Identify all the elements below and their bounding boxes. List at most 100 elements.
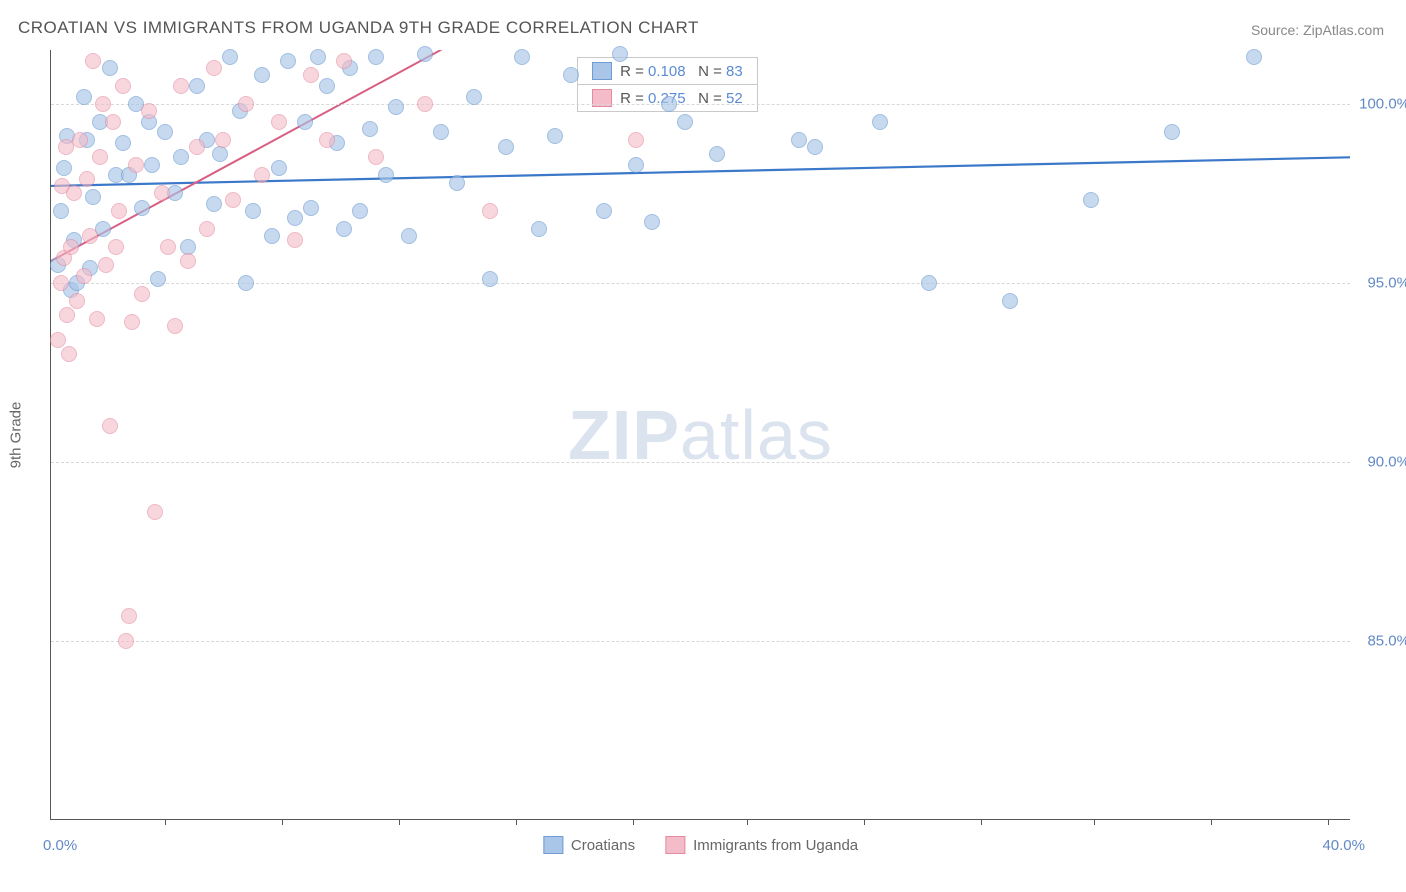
data-point (225, 192, 241, 208)
data-point (612, 46, 628, 62)
data-point (189, 78, 205, 94)
legend-row: R = 0.108 N = 83 (578, 58, 757, 85)
data-point (303, 200, 319, 216)
data-point (297, 114, 313, 130)
data-point (98, 257, 114, 273)
data-point (264, 228, 280, 244)
x-axis-max-label: 40.0% (1322, 837, 1365, 854)
data-point (215, 132, 231, 148)
data-point (1002, 293, 1018, 309)
x-tick (399, 819, 400, 825)
data-point (319, 78, 335, 94)
data-point (89, 311, 105, 327)
source-value: ZipAtlas.com (1303, 22, 1384, 38)
data-point (254, 167, 270, 183)
source-attribution: Source: ZipAtlas.com (1251, 22, 1384, 38)
data-point (378, 167, 394, 183)
data-point (53, 203, 69, 219)
x-tick (165, 819, 166, 825)
data-point (531, 221, 547, 237)
data-point (85, 189, 101, 205)
data-point (498, 139, 514, 155)
y-tick-label: 85.0% (1355, 632, 1406, 649)
x-axis-min-label: 0.0% (43, 837, 77, 854)
data-point (66, 185, 82, 201)
data-point (872, 114, 888, 130)
legend-swatch-uganda (665, 836, 685, 854)
plot-area: 9th Grade ZIPatlas R = 0.108 N = 83R = 0… (50, 50, 1350, 820)
data-point (336, 221, 352, 237)
gridline-h (51, 462, 1350, 463)
data-point (147, 504, 163, 520)
data-point (111, 203, 127, 219)
data-point (167, 318, 183, 334)
trend-lines-layer (51, 50, 1350, 819)
data-point (310, 49, 326, 65)
data-point (921, 275, 937, 291)
data-point (50, 332, 66, 348)
data-point (596, 203, 612, 219)
x-tick (747, 819, 748, 825)
data-point (287, 210, 303, 226)
data-point (128, 157, 144, 173)
data-point (1083, 192, 1099, 208)
data-point (134, 286, 150, 302)
data-point (514, 49, 530, 65)
data-point (303, 67, 319, 83)
data-point (482, 271, 498, 287)
data-point (238, 275, 254, 291)
data-point (118, 633, 134, 649)
y-tick-label: 100.0% (1355, 95, 1406, 112)
source-label: Source: (1251, 22, 1303, 38)
data-point (563, 67, 579, 83)
legend-swatch (592, 62, 612, 80)
legend-label-croatians: Croatians (571, 837, 635, 854)
data-point (56, 160, 72, 176)
data-point (287, 232, 303, 248)
legend-stat: R = 0.108 N = 83 (620, 63, 743, 80)
data-point (677, 114, 693, 130)
data-point (124, 314, 140, 330)
data-point (352, 203, 368, 219)
data-point (189, 139, 205, 155)
data-point (245, 203, 261, 219)
data-point (95, 96, 111, 112)
data-point (160, 239, 176, 255)
gridline-h (51, 641, 1350, 642)
legend-item-croatians: Croatians (543, 836, 635, 854)
data-point (173, 78, 189, 94)
x-tick (633, 819, 634, 825)
data-point (417, 46, 433, 62)
data-point (102, 60, 118, 76)
data-point (58, 139, 74, 155)
x-tick (1211, 819, 1212, 825)
data-point (433, 124, 449, 140)
x-tick (981, 819, 982, 825)
data-point (319, 132, 335, 148)
data-point (154, 185, 170, 201)
data-point (115, 135, 131, 151)
data-point (466, 89, 482, 105)
data-point (280, 53, 296, 69)
data-point (206, 196, 222, 212)
data-point (336, 53, 352, 69)
data-point (271, 114, 287, 130)
data-point (157, 124, 173, 140)
data-point (661, 96, 677, 112)
data-point (53, 275, 69, 291)
data-point (417, 96, 433, 112)
data-point (199, 221, 215, 237)
data-point (82, 228, 98, 244)
x-tick (1328, 819, 1329, 825)
data-point (92, 149, 108, 165)
legend-label-uganda: Immigrants from Uganda (693, 837, 858, 854)
data-point (102, 418, 118, 434)
legend-item-uganda: Immigrants from Uganda (665, 836, 858, 854)
legend-bottom: Croatians Immigrants from Uganda (543, 836, 858, 854)
data-point (105, 114, 121, 130)
data-point (63, 239, 79, 255)
data-point (76, 268, 92, 284)
data-point (1164, 124, 1180, 140)
chart-title: CROATIAN VS IMMIGRANTS FROM UGANDA 9TH G… (18, 18, 699, 38)
data-point (547, 128, 563, 144)
